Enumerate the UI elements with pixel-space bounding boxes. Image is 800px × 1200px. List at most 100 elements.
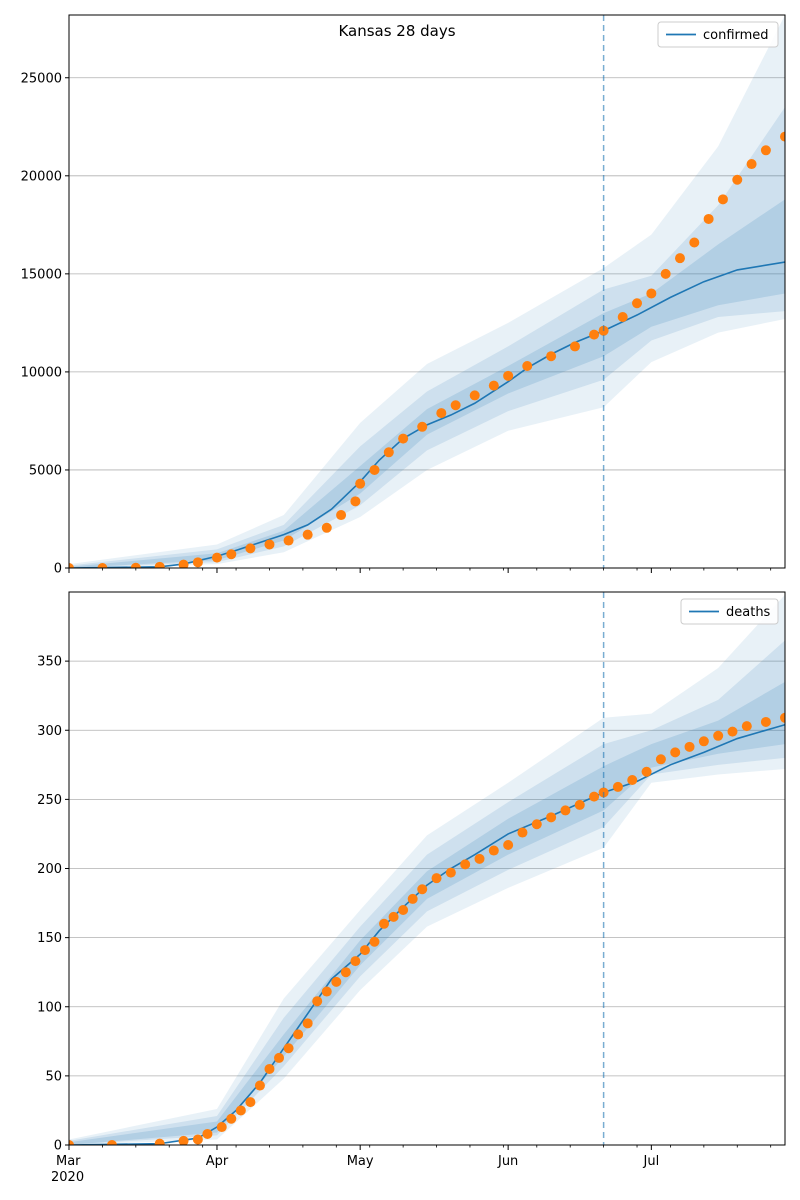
observed-point — [398, 433, 409, 444]
confirmed-chart-panel: 0 5000 10000 15000 20000 25000 confirmed — [21, 14, 786, 577]
observed-point — [226, 1113, 237, 1124]
y-axis: 0 5000 10000 15000 20000 25000 — [21, 71, 69, 577]
observed-point — [350, 956, 361, 967]
observed-point — [741, 721, 752, 732]
observed-point — [417, 884, 428, 895]
gridlines — [69, 660, 785, 1077]
observed-point — [178, 559, 189, 568]
observed-point — [531, 819, 542, 830]
observed-point — [192, 557, 203, 568]
observed-point — [340, 967, 351, 978]
observed-point — [488, 380, 499, 391]
observed-point — [569, 341, 580, 352]
observed-point — [660, 268, 671, 279]
observed-point — [192, 1134, 203, 1145]
legend-label: deaths — [726, 605, 771, 620]
legend-label: confirmed — [703, 28, 769, 43]
observed-point — [780, 131, 785, 142]
observed-point — [302, 1018, 313, 1029]
observed-point — [336, 510, 347, 521]
observed-point — [488, 845, 499, 856]
y-tick-label: 250 — [37, 793, 62, 808]
observed-point — [760, 145, 771, 156]
observed-point — [379, 918, 390, 929]
observed-point — [546, 812, 557, 823]
uncertainty-band — [69, 107, 785, 568]
observed-point — [732, 174, 743, 185]
observed-point — [235, 1105, 246, 1116]
y-tick-label: 100 — [37, 1000, 62, 1015]
observed-point — [469, 390, 480, 401]
observed-point — [264, 539, 275, 550]
series-line-confirmed — [69, 261, 785, 568]
observed-point — [589, 329, 600, 340]
observed-point — [383, 447, 394, 458]
observed-point — [321, 986, 332, 997]
observed-point — [154, 561, 165, 568]
observed-point — [359, 945, 370, 956]
legend-box — [680, 598, 779, 625]
observed-point — [746, 159, 757, 170]
observed-point — [211, 552, 222, 563]
observed-point — [130, 562, 141, 568]
observed-point — [727, 726, 738, 737]
y-tick-label: 50 — [45, 1069, 62, 1084]
observed-point — [417, 421, 428, 432]
x-tick-label: May — [347, 1154, 374, 1169]
observed-point — [503, 839, 514, 850]
observed-point — [617, 311, 628, 322]
legend: deaths — [680, 598, 779, 625]
observed-point — [436, 408, 447, 419]
observed-point — [546, 351, 557, 362]
observed-point — [560, 805, 571, 816]
observed-point — [655, 754, 666, 765]
observed-point — [407, 893, 418, 904]
plot-area — [69, 594, 785, 1145]
x-tick-label: Jun — [497, 1154, 518, 1169]
y-tick-label: 10000 — [21, 365, 62, 380]
observed-point — [713, 730, 724, 741]
uncertainty-band — [69, 15, 785, 568]
observed-point — [97, 563, 108, 568]
observed-point — [264, 1063, 275, 1074]
observed-point — [369, 464, 380, 475]
y-tick-label: 300 — [37, 724, 62, 739]
y-tick-label: 5000 — [29, 463, 62, 478]
observed-point — [646, 288, 657, 299]
observed-point — [589, 791, 600, 802]
observed-point — [398, 904, 409, 915]
observed-point — [703, 213, 714, 224]
observed-point — [431, 873, 442, 884]
observed-point — [574, 799, 585, 810]
y-tick-label: 20000 — [21, 169, 62, 184]
observed-point — [178, 1135, 189, 1145]
observed-point — [69, 563, 74, 568]
chart-title: Kansas 28 days — [338, 22, 455, 40]
observed-point — [684, 741, 695, 752]
observed-point — [460, 859, 471, 870]
x-tick-sublabel: 2020 — [51, 1170, 84, 1185]
observed-point — [522, 361, 533, 372]
y-tick-label: 0 — [54, 562, 62, 577]
y-tick-label: 0 — [54, 1139, 62, 1154]
observed-point — [689, 237, 700, 248]
observed-point — [283, 535, 294, 546]
gridlines — [69, 77, 785, 471]
observed-point — [474, 853, 485, 864]
observed-point — [674, 253, 685, 264]
observed-point — [503, 370, 514, 381]
observed-point — [202, 1128, 213, 1139]
observed-point — [154, 1138, 165, 1145]
observed-point — [369, 936, 380, 947]
y-tick-label: 150 — [37, 931, 62, 946]
y-tick-label: 25000 — [21, 71, 62, 86]
x-tick-label: Mar — [56, 1154, 81, 1169]
observed-point — [445, 867, 456, 878]
plot-area — [69, 15, 785, 568]
observed-point — [612, 781, 623, 792]
observed-point — [245, 1097, 256, 1108]
uncertainty-band — [69, 681, 785, 1145]
observed-point — [216, 1122, 227, 1133]
